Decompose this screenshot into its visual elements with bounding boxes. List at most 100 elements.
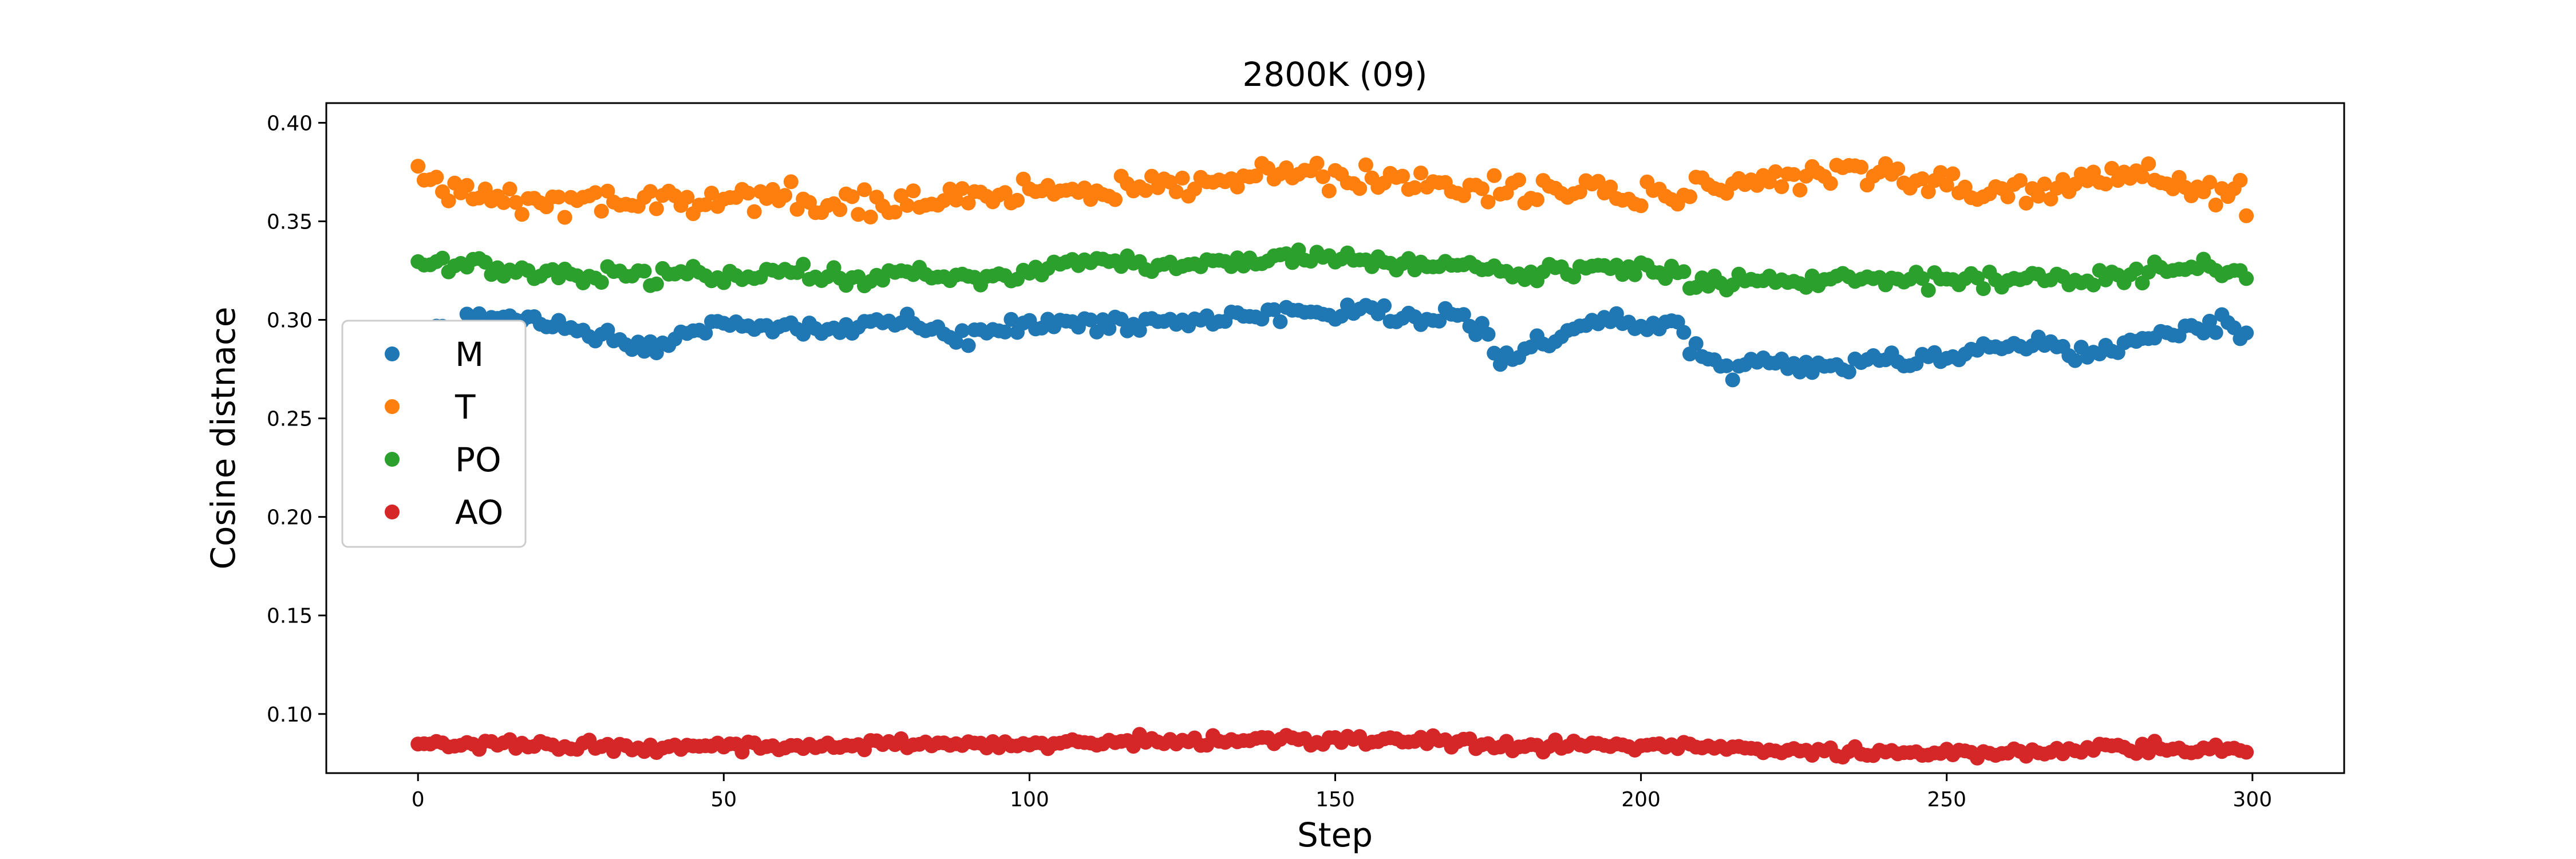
data-point-t bbox=[441, 193, 456, 208]
data-point-po bbox=[796, 257, 811, 272]
data-point-t bbox=[2012, 173, 2028, 188]
data-point-t bbox=[1248, 168, 1263, 184]
data-point-t bbox=[643, 184, 658, 199]
data-point-t bbox=[594, 203, 609, 219]
y-tick-label: 0.40 bbox=[267, 112, 313, 135]
data-point-po bbox=[2128, 261, 2144, 277]
data-point-t bbox=[1395, 168, 1410, 184]
data-point-m bbox=[1273, 314, 1288, 329]
data-point-t bbox=[1138, 183, 1153, 198]
y-tick-label: 0.30 bbox=[267, 309, 313, 333]
data-point-t bbox=[2000, 189, 2016, 204]
data-point-m bbox=[1101, 321, 1117, 336]
data-point-m bbox=[1377, 298, 1392, 313]
data-point-po bbox=[1921, 282, 1936, 298]
data-point-t bbox=[1010, 192, 1025, 208]
legend-marker-t bbox=[385, 399, 400, 414]
data-point-t bbox=[410, 159, 426, 174]
data-point-t bbox=[2208, 198, 2223, 212]
data-point-t bbox=[2202, 175, 2217, 190]
data-point-t bbox=[2037, 176, 2052, 192]
data-point-t bbox=[783, 174, 799, 190]
data-point-t bbox=[1315, 169, 1331, 184]
data-point-m bbox=[2208, 325, 2223, 340]
legend-label-po: PO bbox=[455, 440, 501, 479]
x-tick-label: 0 bbox=[412, 788, 425, 811]
data-point-t bbox=[1786, 167, 1801, 182]
y-tick-label: 0.25 bbox=[267, 408, 313, 431]
data-point-t bbox=[777, 188, 793, 203]
data-point-t bbox=[2135, 169, 2150, 184]
data-point-po bbox=[1285, 255, 1300, 270]
data-point-t bbox=[2018, 195, 2034, 211]
data-point-t bbox=[1261, 160, 1275, 176]
data-point-t bbox=[1823, 176, 1838, 191]
data-point-t bbox=[887, 204, 903, 220]
data-point-t bbox=[502, 182, 517, 196]
data-point-t bbox=[1890, 161, 1906, 176]
legend: MT PO AO bbox=[341, 320, 527, 548]
data-point-t bbox=[1474, 181, 1490, 196]
data-point-m bbox=[472, 306, 487, 321]
data-point-t bbox=[857, 182, 872, 198]
data-point-t bbox=[746, 204, 762, 219]
legend-label-ao: AO bbox=[455, 493, 503, 532]
data-point-t bbox=[851, 207, 866, 222]
data-point-t bbox=[508, 195, 524, 210]
data-point-t bbox=[649, 201, 664, 216]
data-point-t bbox=[1413, 166, 1428, 181]
data-point-t bbox=[1633, 198, 1649, 214]
data-point-t bbox=[2043, 191, 2059, 207]
data-point-t bbox=[588, 185, 603, 200]
data-point-m bbox=[961, 338, 976, 353]
data-point-m bbox=[698, 325, 713, 341]
data-point-m bbox=[2202, 313, 2217, 329]
data-point-t bbox=[1352, 181, 1368, 196]
data-point-t bbox=[600, 183, 615, 199]
data-point-m bbox=[643, 334, 658, 349]
data-point-ao bbox=[1126, 739, 1141, 754]
data-point-m bbox=[997, 324, 1013, 340]
data-point-t bbox=[1530, 192, 1544, 207]
data-point-t bbox=[2165, 181, 2180, 196]
data-point-t bbox=[1572, 184, 1587, 200]
data-point-t bbox=[551, 190, 566, 205]
data-point-po bbox=[2239, 271, 2254, 286]
data-point-t bbox=[1487, 168, 1502, 183]
data-point-m bbox=[1492, 357, 1508, 372]
y-tick-label: 0.15 bbox=[267, 605, 313, 628]
data-point-t bbox=[936, 193, 951, 208]
data-point-po bbox=[716, 275, 732, 290]
data-point-t bbox=[1187, 182, 1202, 196]
data-point-t bbox=[1854, 159, 1869, 175]
data-point-t bbox=[832, 202, 848, 218]
data-point-po bbox=[1401, 251, 1416, 266]
data-point-t bbox=[679, 190, 695, 205]
data-point-m bbox=[1432, 313, 1447, 329]
data-point-po bbox=[1658, 271, 1673, 286]
data-point-m bbox=[2226, 320, 2242, 336]
data-point-po bbox=[435, 250, 450, 266]
data-point-po bbox=[649, 276, 664, 291]
data-point-t bbox=[698, 197, 713, 212]
data-point-t bbox=[2233, 172, 2248, 188]
legend-label-m: M bbox=[455, 335, 484, 374]
chart-title: 2800K (09) bbox=[1242, 55, 1427, 94]
data-point-t bbox=[1321, 183, 1337, 199]
data-point-t bbox=[899, 198, 915, 213]
data-point-po bbox=[1627, 267, 1642, 282]
data-point-t bbox=[1939, 178, 1954, 193]
data-point-po bbox=[1676, 264, 1692, 279]
points-layer bbox=[410, 156, 2254, 766]
data-point-t bbox=[1590, 174, 1606, 189]
data-point-t bbox=[1921, 184, 1936, 199]
data-point-t bbox=[2239, 208, 2254, 223]
data-point-m bbox=[1334, 309, 1349, 324]
data-point-m bbox=[1266, 302, 1282, 317]
data-point-m bbox=[2239, 325, 2254, 341]
legend-marker-ao bbox=[385, 505, 400, 519]
data-point-t bbox=[2098, 176, 2113, 192]
data-point-m bbox=[1480, 326, 1496, 342]
data-point-t bbox=[2104, 161, 2120, 176]
